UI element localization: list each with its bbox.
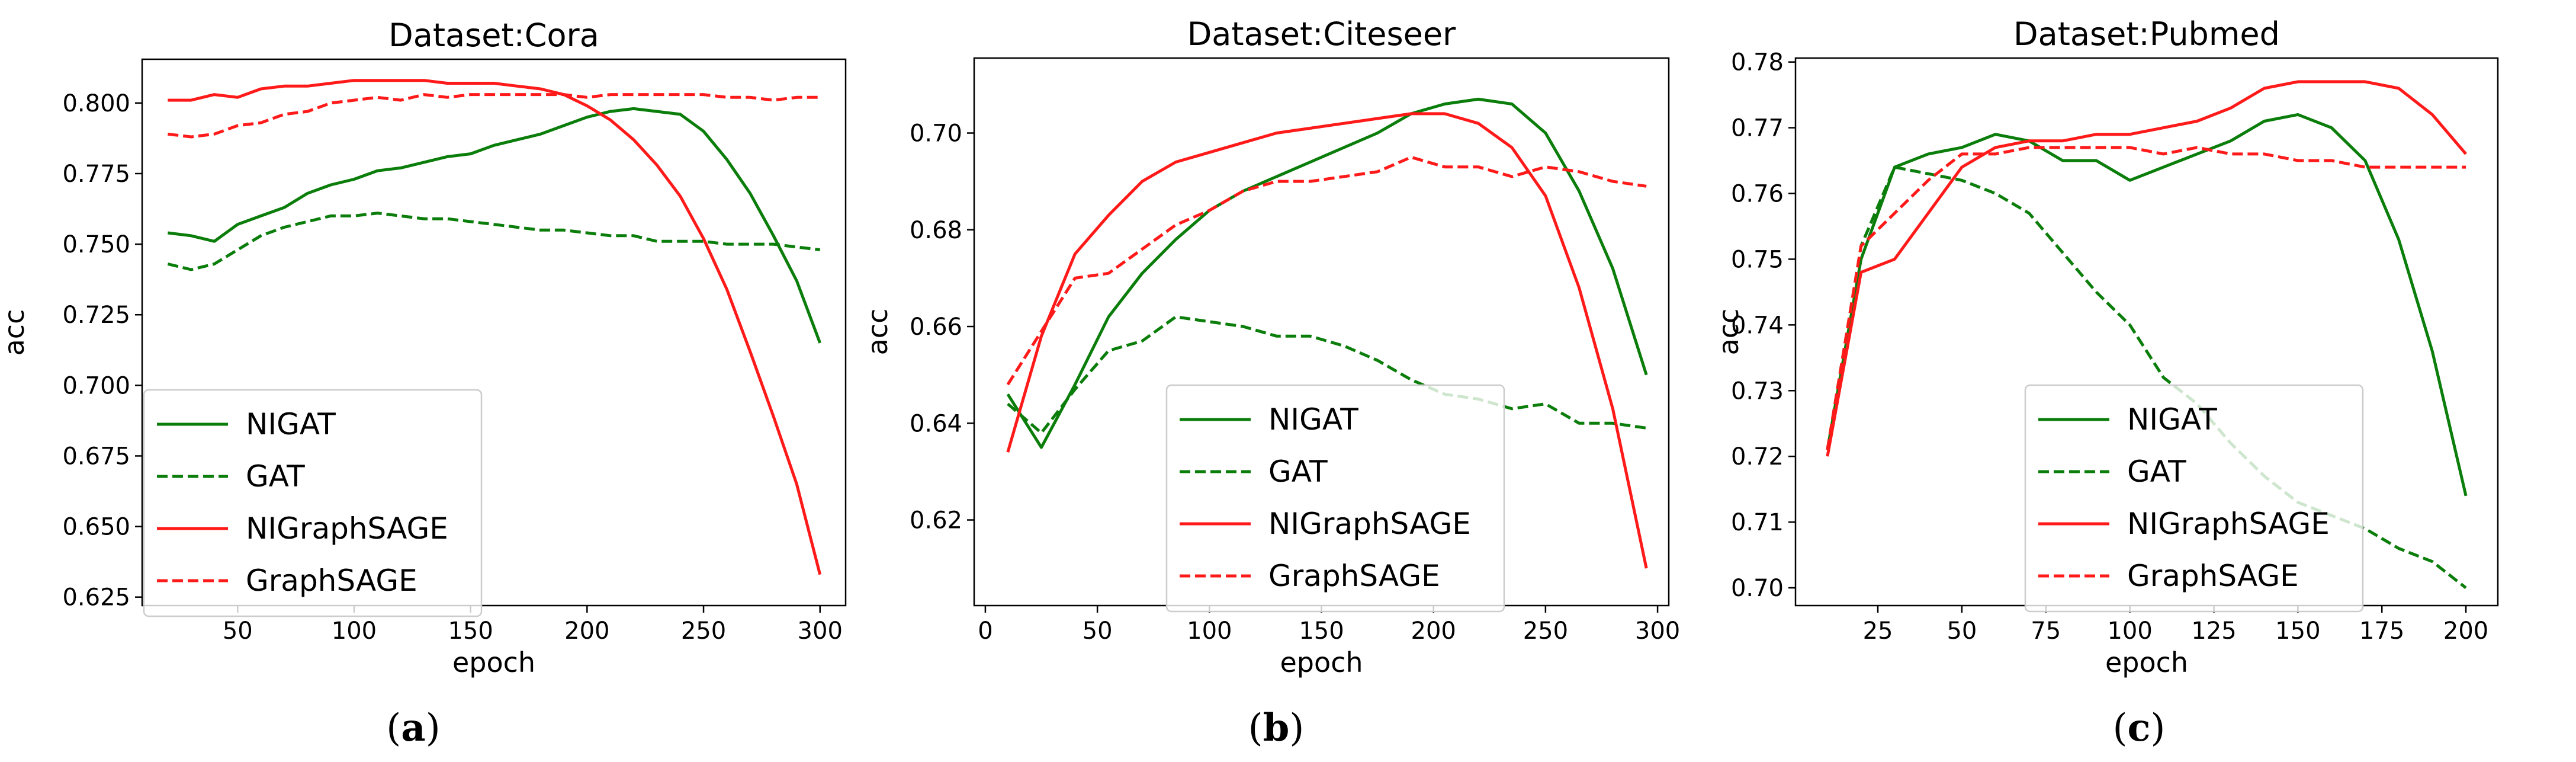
y-tick-label: 0.77	[1731, 115, 1784, 142]
x-tick-label: 125	[2191, 617, 2236, 645]
x-tick-label: 200	[2443, 617, 2488, 645]
x-tick-label: 100	[1187, 617, 1232, 645]
x-tick-label: 100	[332, 617, 377, 645]
panel-cora: Dataset:Cora 50 100 150 200 250 300 0.625 0.650 0…	[0, 17, 847, 750]
y-tick-label: 0.625	[62, 584, 130, 611]
series-line-gat	[1007, 315, 1647, 435]
legend-label-nigraphsage: NIGraphSAGE	[2127, 507, 2330, 541]
x-axis-label: epoch	[1280, 646, 1363, 678]
y-tick-label: 0.725	[62, 302, 130, 329]
x-tick-label: 150	[1299, 617, 1344, 645]
x-tick-label: 25	[1863, 617, 1893, 645]
y-tick-label: 0.74	[1731, 312, 1784, 339]
panel-pubmed: Dataset:Pubmed 25 50 75 100 125 150 175 200 0.70 0…	[1713, 15, 2499, 750]
legend-label-graphsage: GraphSAGE	[2127, 559, 2299, 593]
panel-caption: (b)	[1248, 706, 1305, 750]
y-tick-label: 0.750	[62, 231, 130, 258]
y-tick-label: 0.71	[1731, 509, 1784, 536]
legend-label-nigraphsage: NIGraphSAGE	[1268, 507, 1471, 541]
caption-part: a	[401, 706, 425, 750]
chart-title: Dataset:Citeseer	[1187, 15, 1456, 53]
legend-label-graphsage: GraphSAGE	[1268, 559, 1440, 593]
x-tick-label: 150	[2275, 617, 2320, 645]
x-tick-label: 200	[564, 617, 609, 645]
series-line-graphsage	[168, 93, 820, 139]
y-axis-label: acc	[1713, 309, 1745, 356]
y-tick-label: 0.64	[910, 410, 962, 437]
x-tick-label: 250	[681, 617, 726, 645]
y-tick-label: 0.675	[62, 443, 130, 470]
panel-caption: (a)	[386, 706, 440, 750]
y-tick-label: 0.70	[910, 120, 962, 148]
x-tick-label: 250	[1523, 617, 1568, 645]
chart-title: Dataset:Pubmed	[2013, 15, 2280, 53]
series-line-nigat	[1826, 113, 2468, 497]
y-axis-label: acc	[0, 309, 30, 356]
y-tick-label: 0.68	[910, 217, 962, 244]
series-line-nigraphsage	[1006, 112, 1648, 569]
x-tick-label: 175	[2359, 617, 2404, 645]
y-tick-label: 0.62	[910, 507, 962, 534]
series-line-gat	[167, 212, 820, 271]
x-axis-label: epoch	[2105, 646, 2188, 678]
x-tick-label: 300	[1635, 617, 1680, 645]
legend-label-gat: GAT	[246, 459, 305, 494]
caption-part: (	[2113, 706, 2128, 750]
series-line-nigraphsage	[168, 79, 822, 575]
y-tick-label: 0.66	[910, 313, 962, 341]
caption-part: (	[1248, 706, 1263, 750]
caption-part: b	[1263, 706, 1290, 750]
caption-part: )	[1289, 706, 1304, 750]
y-tick-label: 0.700	[62, 372, 130, 399]
legend: NIGAT GAT NIGraphSAGE GraphSAGE	[143, 389, 483, 617]
chart-title: Dataset:Cora	[388, 17, 599, 54]
legend-label-gat: GAT	[1268, 454, 1328, 489]
series-line-nigat	[1006, 97, 1648, 449]
series-line-graphsage	[1006, 155, 1647, 386]
y-tick-label: 0.72	[1731, 443, 1784, 470]
caption-part: c	[2128, 706, 2151, 750]
x-tick-label: 200	[1411, 617, 1456, 645]
y-tick-label: 0.73	[1731, 377, 1784, 405]
legend-label-nigat: NIGAT	[1268, 402, 1358, 437]
y-axis-label: acc	[862, 309, 894, 356]
legend: NIGAT GAT NIGraphSAGE GraphSAGE	[1165, 384, 1505, 613]
legend-label-nigat: NIGAT	[246, 407, 336, 441]
x-tick-label: 0	[978, 617, 993, 645]
x-tick-label: 150	[448, 617, 493, 645]
panel-caption: (c)	[2113, 706, 2166, 750]
x-tick-label: 50	[1947, 617, 1977, 645]
series-line-nigraphsage	[1826, 80, 2468, 457]
y-tick-label: 0.775	[62, 161, 130, 188]
y-tick-label: 0.650	[62, 514, 130, 541]
legend-box	[1165, 384, 1505, 613]
series-line-nigat	[167, 107, 822, 344]
y-tick-label: 0.70	[1731, 575, 1784, 602]
legend-box	[2024, 384, 2364, 613]
caption-part: )	[2150, 706, 2165, 750]
legend-box	[143, 389, 483, 617]
x-tick-label: 100	[2107, 617, 2152, 645]
legend-label-gat: GAT	[2127, 454, 2186, 489]
legend: NIGAT GAT NIGraphSAGE GraphSAGE	[2024, 384, 2364, 613]
legend-label-graphsage: GraphSAGE	[246, 564, 417, 598]
x-tick-label: 50	[223, 617, 253, 645]
series-line-graphsage	[1826, 146, 2466, 450]
x-axis-label: epoch	[452, 646, 535, 678]
y-tick-label: 0.75	[1731, 246, 1784, 273]
caption-part: (	[386, 706, 401, 750]
x-tick-label: 300	[798, 617, 843, 645]
x-tick-label: 75	[2031, 617, 2061, 645]
y-tick-label: 0.76	[1731, 181, 1784, 208]
legend-label-nigat: NIGAT	[2127, 402, 2217, 437]
x-tick-label: 50	[1083, 617, 1113, 645]
legend-label-nigraphsage: NIGraphSAGE	[246, 511, 448, 546]
y-tick-label: 0.78	[1731, 49, 1784, 76]
panel-citeseer: Dataset:Citeseer 0 50 100 150 200 250 300 0.62 0.…	[862, 15, 1680, 750]
y-tick-label: 0.800	[62, 90, 130, 117]
caption-part: )	[426, 706, 441, 750]
